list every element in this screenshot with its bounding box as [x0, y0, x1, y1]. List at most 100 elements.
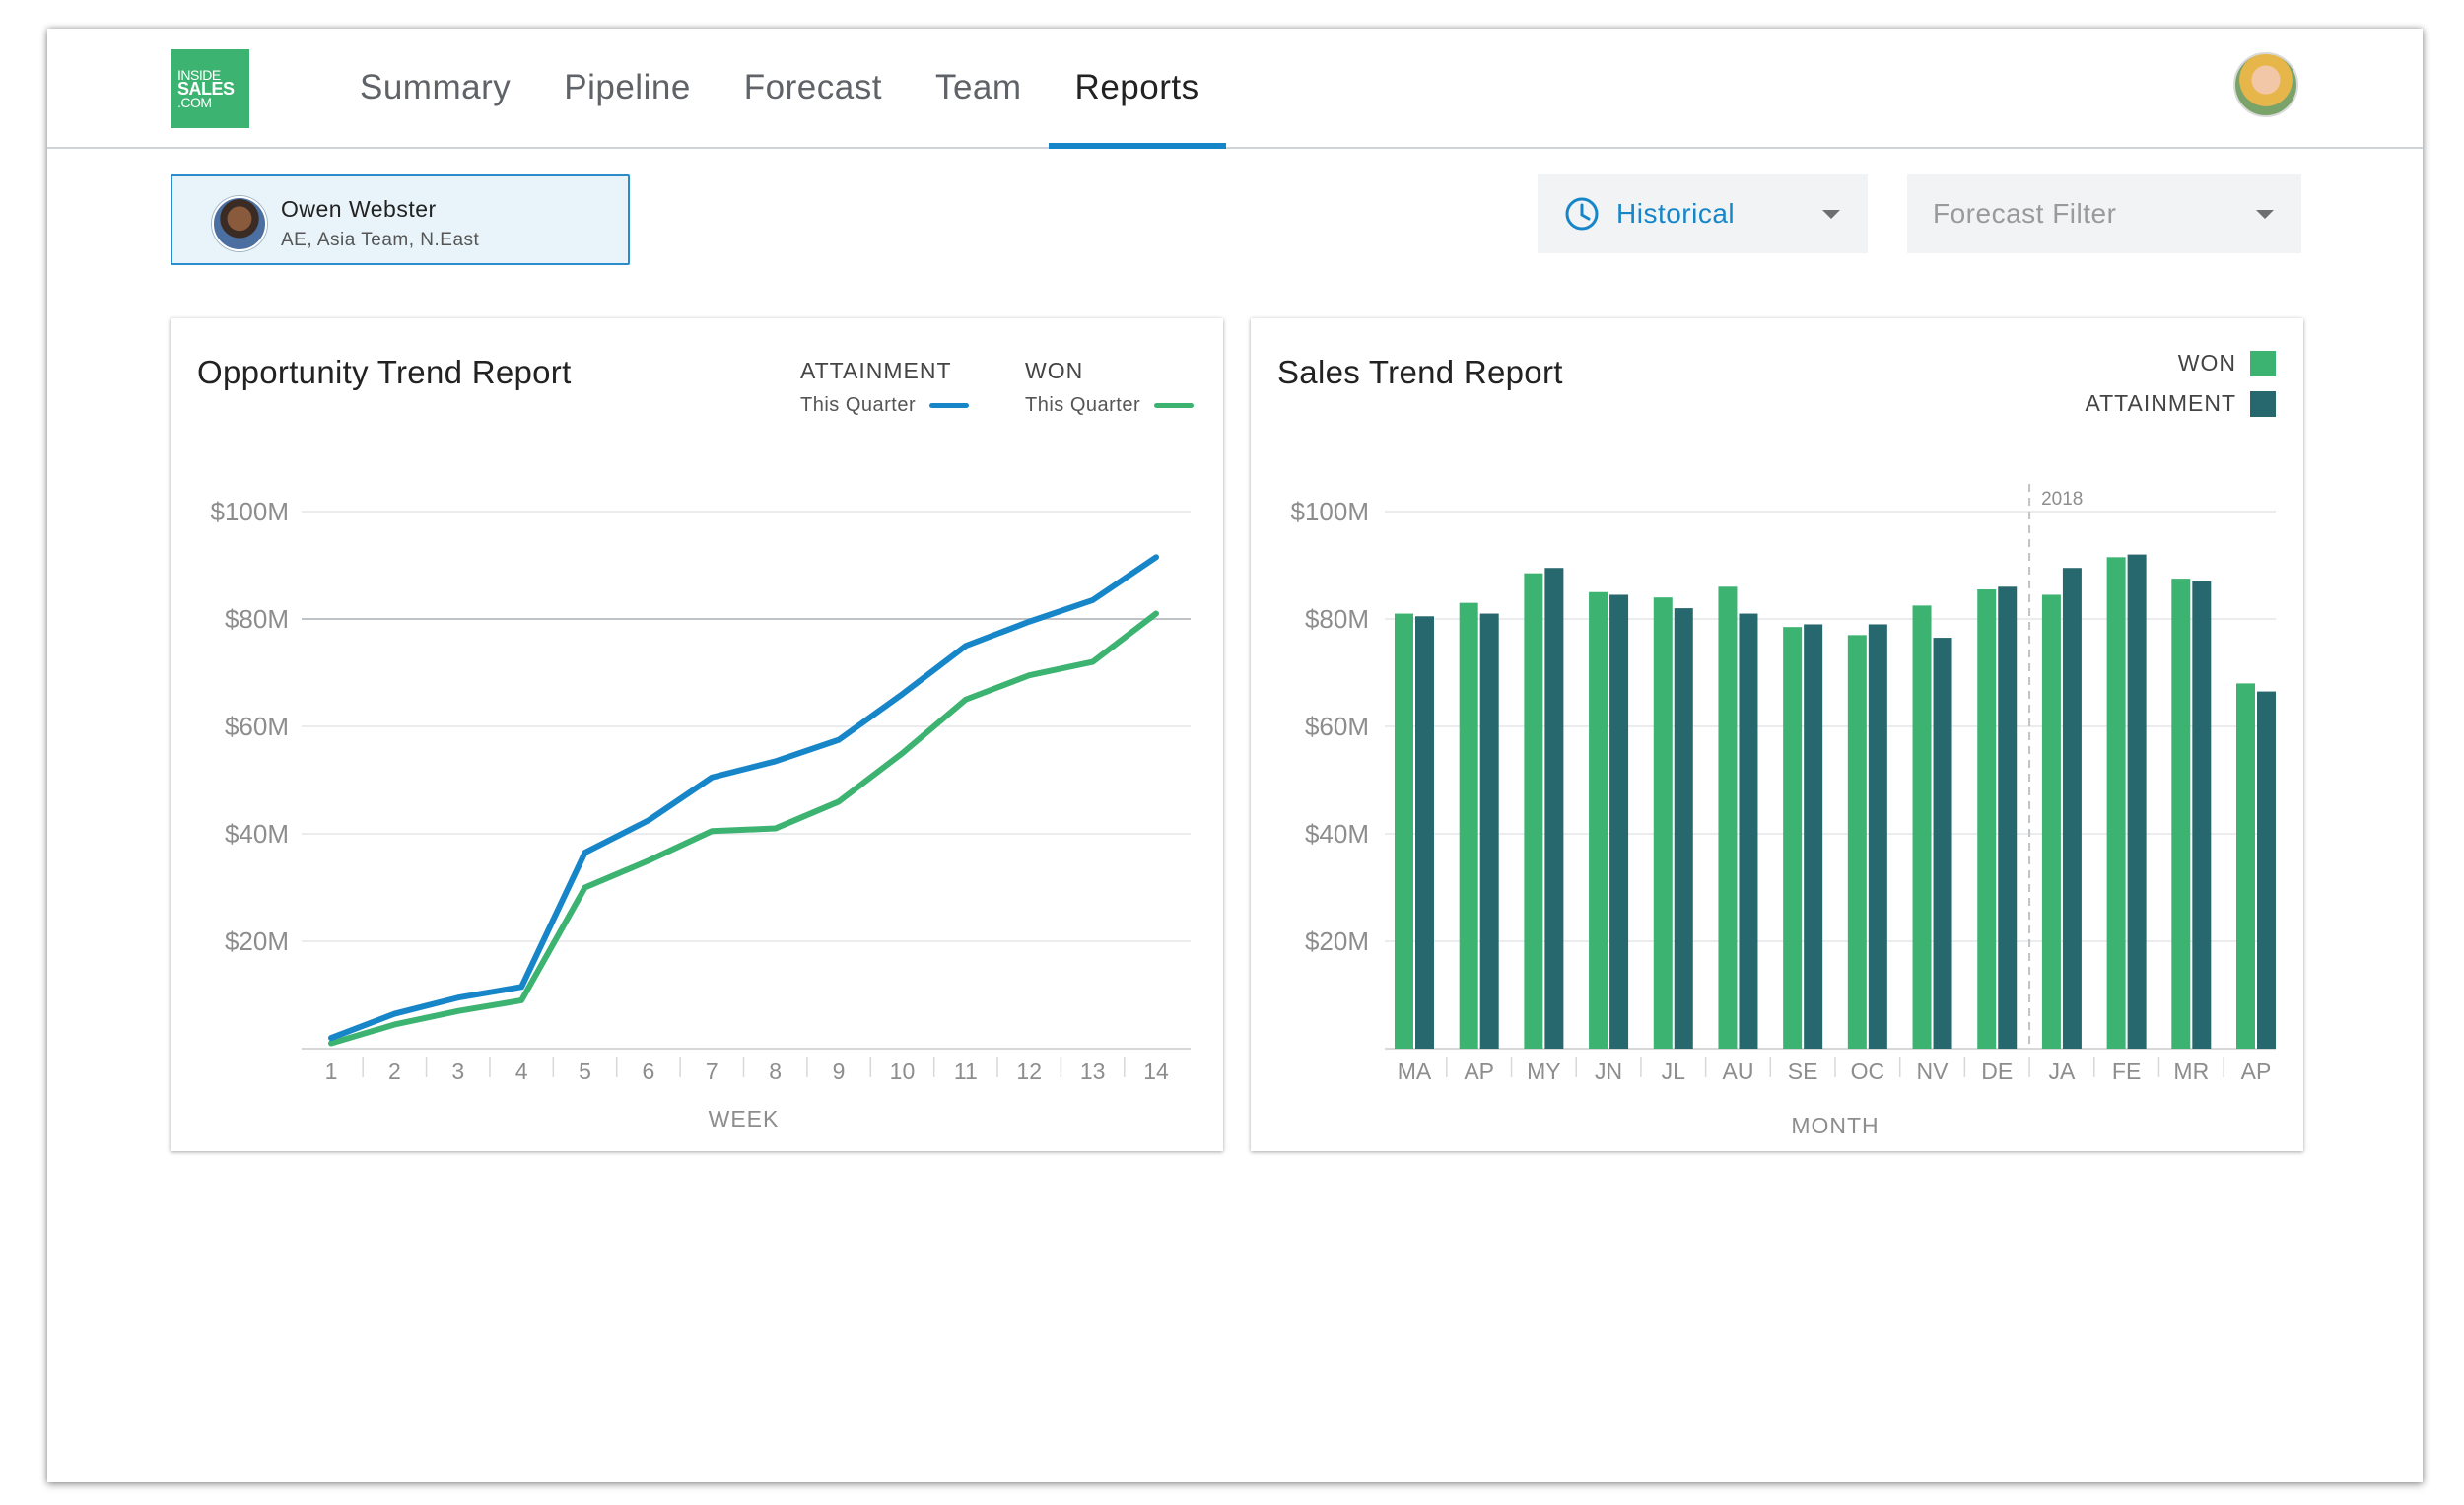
y-tick-label: $20M [225, 926, 289, 956]
person-name: Owen Webster [281, 196, 437, 222]
bar-won [1395, 613, 1413, 1049]
bar-won [2106, 557, 2126, 1049]
x-tick-label: JA [2049, 1059, 2077, 1084]
x-tick-label: MA [1398, 1059, 1432, 1084]
x-axis-title: WEEK [709, 1106, 780, 1131]
bar-won [1912, 605, 1932, 1049]
bar-won [2041, 594, 2061, 1049]
bar-won [1459, 602, 1478, 1049]
clock-icon [1565, 197, 1599, 231]
legend-attainment-label: ATTAINMENT [800, 358, 952, 383]
logo-text-com: .COM [177, 95, 212, 110]
legend-won-label: WON [1025, 358, 1084, 383]
x-tick-label: 12 [1016, 1059, 1042, 1084]
x-tick-label: 9 [833, 1059, 846, 1084]
forecast-filter-dropdown[interactable]: Forecast Filter [1907, 174, 2301, 253]
tab-team[interactable]: Team [934, 68, 1022, 106]
legend-won-sub: This Quarter [1025, 394, 1141, 416]
series-line-attainment [328, 554, 1159, 1042]
forecast-filter-label: Forecast Filter [1933, 198, 2117, 229]
selected-person-card[interactable]: Owen Webster AE, Asia Team, N.East [171, 174, 630, 265]
x-tick-label: 1 [325, 1059, 338, 1084]
bar-won [1847, 635, 1867, 1049]
bar-won [2236, 683, 2255, 1049]
y-tick-label: $60M [1305, 712, 1369, 741]
x-tick-label: AU [1722, 1059, 1753, 1084]
x-tick-label: SE [1788, 1059, 1818, 1084]
x-tick-label: 2 [388, 1059, 401, 1084]
bar-attainment [1998, 586, 2018, 1049]
bar-attainment [1804, 624, 1823, 1049]
bar-won [1718, 586, 1738, 1049]
tab-summary[interactable]: Summary [360, 68, 512, 106]
bar-attainment [1415, 616, 1434, 1049]
x-tick-label: JN [1595, 1059, 1622, 1084]
chevron-down-icon [1822, 210, 1840, 219]
y-tick-label: $100M [1291, 497, 1370, 526]
y-tick-label: $80M [1305, 604, 1369, 634]
bar-attainment [1609, 594, 1629, 1049]
y-tick-label: $40M [225, 819, 289, 849]
sales-trend-card: $100M $80M $60M $40M $20M MA AP MY JN JL AU SE OC NV D… [1251, 318, 2303, 1151]
main-nav: Summary Pipeline Forecast Team Reports [333, 29, 1226, 149]
y-tick-label: $20M [1305, 926, 1369, 956]
bar-won [1524, 573, 1543, 1049]
tab-forecast[interactable]: Forecast [743, 68, 882, 106]
year-marker-label: 2018 [2041, 489, 2083, 510]
x-tick-label: 13 [1080, 1059, 1106, 1084]
bar-attainment [2192, 581, 2212, 1049]
x-tick-label: AP [1464, 1059, 1494, 1084]
legend-won: WON [2178, 350, 2276, 376]
x-tick-label: AP [2241, 1059, 2272, 1084]
series-line-won [328, 610, 1159, 1047]
person-role: AE, Asia Team, N.East [281, 230, 480, 250]
x-tick-label: OC [1851, 1059, 1885, 1084]
user-avatar[interactable] [2233, 52, 2298, 117]
top-navigation-bar: INSIDE SALES .COM Summary Pipeline Forec… [47, 29, 2423, 149]
sales-trend-chart: $100M $80M $60M $40M $20M MA AP MY JN JL AU SE OC NV D… [1291, 484, 2276, 1138]
bar-won [1653, 597, 1673, 1049]
x-tick-label: 10 [890, 1059, 916, 1084]
x-tick-label: DE [1981, 1059, 2013, 1084]
legend-attainment-sub: This Quarter [800, 394, 917, 416]
legend-won: WON This Quarter [1025, 358, 1195, 417]
x-tick-label: 8 [769, 1059, 782, 1084]
bar-attainment [1544, 568, 1564, 1049]
x-tick-label: 5 [579, 1059, 591, 1084]
historical-dropdown[interactable]: Historical [1538, 174, 1868, 253]
opportunity-trend-title: Opportunity Trend Report [197, 354, 572, 390]
logo-text-inside: INSIDE [177, 67, 221, 83]
x-tick-label: 11 [954, 1059, 978, 1084]
bar-won [1589, 591, 1608, 1049]
sales-trend-title: Sales Trend Report [1277, 354, 1563, 390]
legend-attainment-line [929, 403, 970, 408]
y-tick-label: $40M [1305, 819, 1369, 849]
bar-won [1977, 589, 1997, 1049]
insidesales-logo[interactable]: INSIDE SALES .COM [171, 49, 249, 128]
bar-attainment [1868, 624, 1887, 1049]
legend-attainment-swatch [2250, 390, 2276, 417]
tab-pipeline[interactable]: Pipeline [564, 68, 691, 106]
y-tick-label: $60M [225, 712, 289, 741]
y-tick-label: $80M [225, 604, 289, 634]
x-tick-label: MR [2173, 1059, 2209, 1084]
x-tick-label: JL [1662, 1059, 1686, 1084]
legend-won-line [1154, 403, 1195, 408]
x-tick-label: 3 [451, 1059, 464, 1084]
x-tick-label: NV [1917, 1059, 1950, 1084]
tab-reports[interactable]: Reports [1048, 29, 1226, 149]
logo-text-sales: SALES [177, 79, 235, 99]
bar-attainment [2127, 554, 2147, 1049]
x-tick-label: 6 [643, 1059, 655, 1084]
legend-won-label: WON [2177, 350, 2236, 376]
chevron-down-icon [2256, 210, 2274, 219]
x-tick-label: FE [2112, 1059, 2141, 1084]
legend-won-swatch [2250, 350, 2276, 376]
bar-attainment [2062, 568, 2082, 1049]
bar-attainment [1479, 613, 1499, 1049]
x-tick-label: 14 [1143, 1059, 1169, 1084]
bar-attainment [1674, 608, 1693, 1049]
bar-attainment [1739, 613, 1758, 1049]
x-tick-label: MY [1527, 1059, 1561, 1084]
